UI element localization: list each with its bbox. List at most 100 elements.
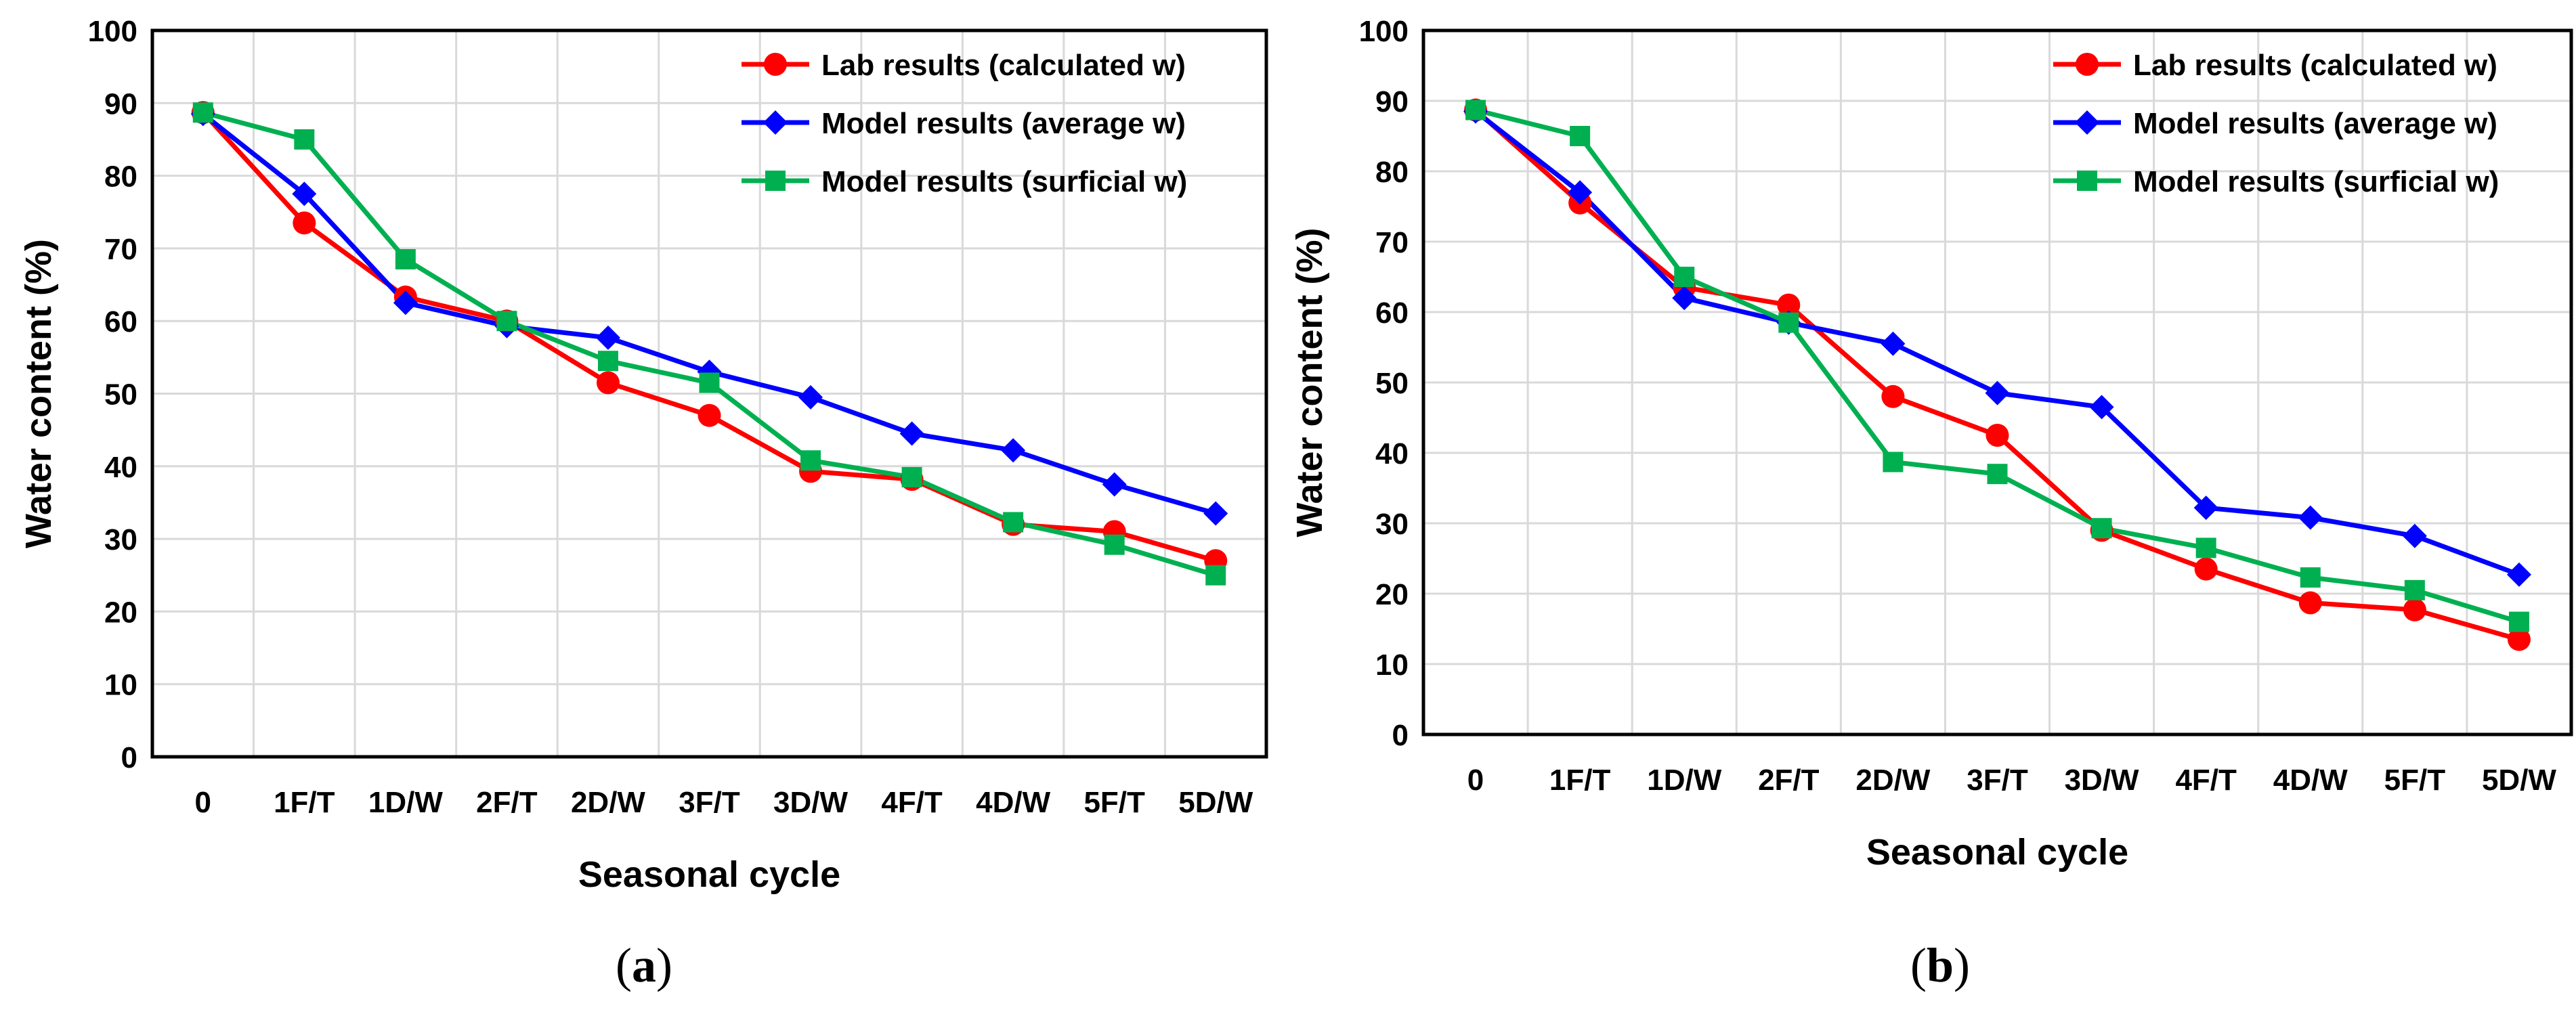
- x-tick-label: 3D/W: [2065, 764, 2139, 797]
- x-tick-label: 1F/T: [1549, 764, 1611, 797]
- y-tick-label: 90: [1375, 85, 1409, 118]
- panel-caption-b: (b): [1910, 938, 1970, 992]
- y-tick-label: 80: [104, 160, 137, 194]
- chart-panel-a: 0 10 20 30 40 50 60 70 80 90 100 0 1F/T 1D/W 2F/T 2D/W 3…: [18, 15, 1268, 992]
- y-tick-label: 40: [1375, 437, 1409, 470]
- data-point-square: [496, 311, 517, 332]
- data-point-square: [765, 171, 786, 191]
- x-tick-label: 1D/W: [368, 786, 443, 819]
- y-tick-label: 70: [104, 233, 137, 266]
- data-point-diamond: [1203, 501, 1228, 526]
- data-point-square: [2091, 518, 2112, 539]
- data-point-square: [192, 102, 213, 123]
- legend-label: Lab results (calculated w): [821, 49, 1186, 82]
- data-point-diamond: [1881, 331, 1906, 356]
- data-point-circle: [2403, 598, 2426, 621]
- legend-label: Model results (average w): [821, 107, 1186, 140]
- data-point-square: [1674, 267, 1695, 287]
- x-tick-label: 4D/W: [2273, 764, 2348, 797]
- data-point-diamond: [2402, 523, 2427, 548]
- y-tick-label: 10: [104, 669, 137, 702]
- x-tick-label: 2F/T: [476, 786, 538, 819]
- data-point-diamond: [1102, 472, 1127, 497]
- legend-label: Model results (average w): [2133, 107, 2497, 140]
- plot-border: [1421, 28, 2573, 736]
- y-tick-label: 50: [1375, 367, 1409, 400]
- y-tick-label: 100: [1359, 15, 1409, 48]
- data-point-diamond: [798, 384, 823, 410]
- data-point-square: [395, 248, 416, 269]
- x-tick-label: 5D/W: [1178, 786, 1253, 819]
- data-point-circle: [293, 211, 316, 235]
- x-tick-label: 0: [195, 786, 211, 819]
- data-point-square: [2077, 171, 2097, 191]
- data-point-square: [294, 129, 315, 150]
- data-point-diamond: [1672, 286, 1697, 311]
- y-tick-label: 0: [1392, 719, 1409, 752]
- legend-label: Model results (surficial w): [2133, 165, 2499, 198]
- data-point-square: [1205, 565, 1226, 586]
- x-tick-label: 4D/W: [976, 786, 1050, 819]
- data-point-circle: [596, 371, 620, 395]
- data-point-square: [2300, 567, 2321, 588]
- data-point-circle: [2298, 591, 2322, 615]
- data-point-square: [1883, 452, 1904, 472]
- data-point-square: [1003, 512, 1024, 533]
- data-point-square: [597, 351, 618, 372]
- y-tick-label: 90: [104, 87, 137, 120]
- data-point-diamond: [763, 110, 788, 135]
- line-chart-a: 0 10 20 30 40 50 60 70 80 90 100 0 1F/T 1D/W 2F/T 2D/W 3…: [18, 15, 1268, 895]
- y-axis-title: Water content (%): [1289, 228, 1330, 537]
- x-axis-title: Seasonal cycle: [1866, 832, 2128, 873]
- x-tick-label: 5F/T: [2384, 764, 2446, 797]
- data-point-square: [901, 466, 922, 487]
- x-axis-title: Seasonal cycle: [578, 854, 840, 895]
- plot-border: [150, 28, 1268, 759]
- x-tick-label: 4F/T: [881, 786, 943, 819]
- y-tick-label: 30: [104, 523, 137, 556]
- data-point-diamond: [595, 325, 620, 350]
- y-tick-label: 30: [1375, 508, 1409, 541]
- y-tick-label: 60: [104, 305, 137, 338]
- y-tick-label: 100: [88, 15, 137, 48]
- legend-label: Model results (surficial w): [821, 165, 1187, 198]
- data-point-square: [800, 450, 821, 471]
- data-point-circle: [764, 53, 787, 76]
- panel-caption-a: (a): [616, 938, 672, 992]
- y-tick-label: 10: [1375, 648, 1409, 682]
- y-tick-label: 20: [1375, 578, 1409, 611]
- x-tick-label: 0: [1467, 764, 1484, 797]
- x-tick-label: 2D/W: [571, 786, 645, 819]
- y-tick-label: 40: [104, 451, 137, 484]
- x-tick-label: 1D/W: [1647, 764, 1721, 797]
- data-point-circle: [1777, 293, 1801, 317]
- data-point-square: [1778, 312, 1799, 333]
- y-axis-title: Water content (%): [18, 239, 59, 548]
- data-point-diamond: [2193, 496, 2218, 521]
- data-point-diamond: [393, 290, 418, 315]
- legend-label: Lab results (calculated w): [2133, 49, 2497, 82]
- data-point-circle: [2076, 53, 2099, 76]
- data-point-square: [699, 372, 720, 393]
- y-tick-label: 60: [1375, 296, 1409, 330]
- x-tick-label: 3F/T: [1967, 764, 2028, 797]
- data-point-circle: [2194, 557, 2218, 581]
- data-point-diamond: [1985, 380, 2010, 405]
- data-point-diamond: [1568, 180, 1593, 205]
- data-point-square: [2195, 537, 2216, 558]
- data-point-diamond: [2089, 395, 2114, 420]
- x-tick-label: 1F/T: [274, 786, 335, 819]
- x-tick-label: 3F/T: [679, 786, 740, 819]
- chart-panel-b: 0 10 20 30 40 50 60 70 80 90 100 0 1F/T 1D/W 2F/T 2D/W 3…: [1288, 0, 2576, 1012]
- data-point-diamond: [2075, 110, 2099, 135]
- data-point-circle: [1881, 384, 1905, 408]
- x-tick-label: 4F/T: [2175, 764, 2237, 797]
- data-point-circle: [697, 403, 721, 427]
- data-point-circle: [1985, 424, 2009, 447]
- x-tick-label: 5F/T: [1083, 786, 1145, 819]
- data-point-square: [2404, 579, 2425, 600]
- line-chart-b: 0 10 20 30 40 50 60 70 80 90 100 0 1F/T 1D/W 2F/T 2D/W 3…: [1289, 15, 2573, 873]
- data-point-diamond: [899, 421, 924, 446]
- y-tick-label: 70: [1375, 226, 1409, 259]
- data-point-diamond: [2298, 505, 2323, 530]
